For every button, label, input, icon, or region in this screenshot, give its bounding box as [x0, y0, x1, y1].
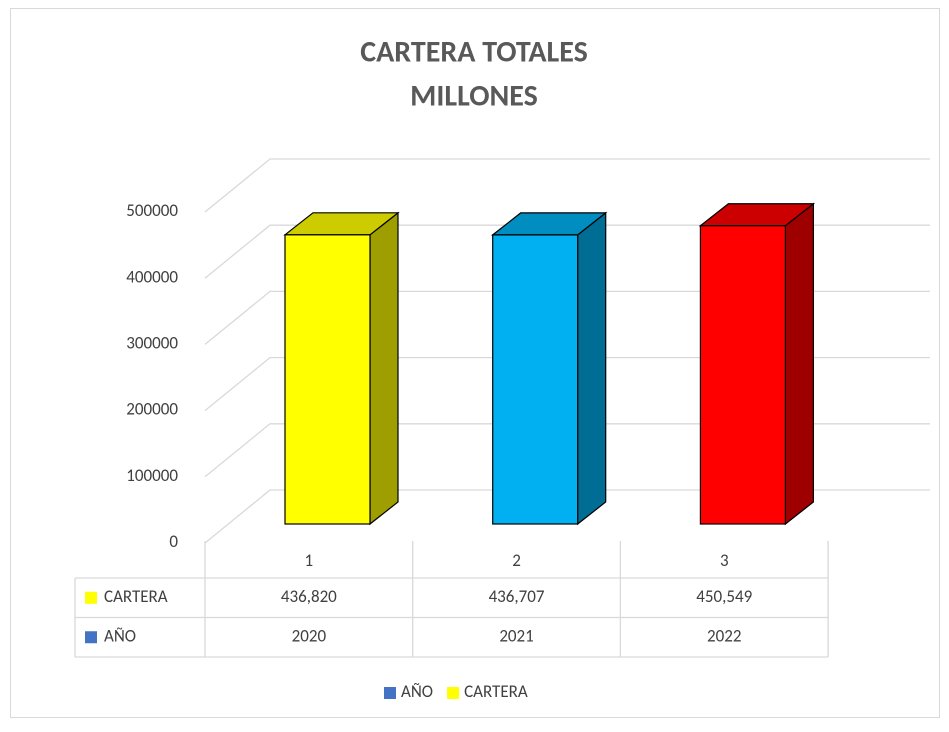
- table-cell: 436,707: [489, 586, 545, 607]
- table-legend-key: [85, 591, 97, 604]
- chart-subtitle: MILLONES: [410, 77, 538, 114]
- legend-key: [447, 687, 460, 699]
- x-tick-label: 3: [720, 550, 729, 571]
- y-tick-label: 200000: [126, 399, 178, 420]
- y-tick-label: 100000: [126, 465, 178, 486]
- legend-label: CARTERA: [464, 681, 528, 702]
- table-cell: 2022: [707, 625, 741, 646]
- table-cell: 436,820: [281, 586, 337, 607]
- table-row-label: CARTERA: [104, 586, 168, 607]
- y-tick-label: 300000: [126, 332, 178, 353]
- y-tick-label: 400000: [126, 266, 178, 287]
- chart-title: CARTERA TOTALES: [360, 33, 588, 70]
- x-tick-label: 2: [512, 550, 521, 571]
- grid-line: [204, 158, 930, 213]
- bar-side: [784, 202, 815, 526]
- x-tick-label: 1: [305, 550, 314, 571]
- table-cell: 450,549: [696, 586, 752, 607]
- table-cell: 2021: [499, 625, 533, 646]
- table-legend-key: [85, 631, 97, 644]
- bar-side: [577, 211, 607, 526]
- legend-label: AÑO: [401, 681, 433, 702]
- y-tick-label: 0: [169, 531, 178, 552]
- table-row-label: AÑO: [104, 625, 136, 646]
- table-cell: 2020: [292, 625, 327, 646]
- bar: [492, 234, 579, 525]
- bar: [699, 225, 787, 525]
- y-tick-label: 500000: [126, 200, 178, 221]
- bar: [284, 234, 371, 525]
- bar-side: [369, 211, 399, 526]
- legend-key: [384, 687, 396, 699]
